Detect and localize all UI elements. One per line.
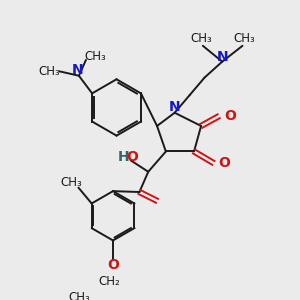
Text: CH₃: CH₃ (61, 176, 82, 189)
Text: CH₃: CH₃ (69, 291, 90, 300)
Text: CH₃: CH₃ (190, 32, 212, 45)
Text: H: H (118, 150, 129, 164)
Text: N: N (216, 50, 228, 64)
Text: O: O (224, 109, 236, 123)
Text: CH₃: CH₃ (84, 50, 106, 63)
Text: O: O (107, 258, 119, 272)
Text: N: N (169, 100, 181, 115)
Text: N: N (71, 63, 83, 76)
Text: CH₂: CH₂ (99, 275, 120, 288)
Text: CH₃: CH₃ (38, 65, 60, 78)
Text: O: O (219, 156, 231, 170)
Text: O: O (126, 150, 138, 164)
Text: CH₃: CH₃ (233, 32, 255, 45)
